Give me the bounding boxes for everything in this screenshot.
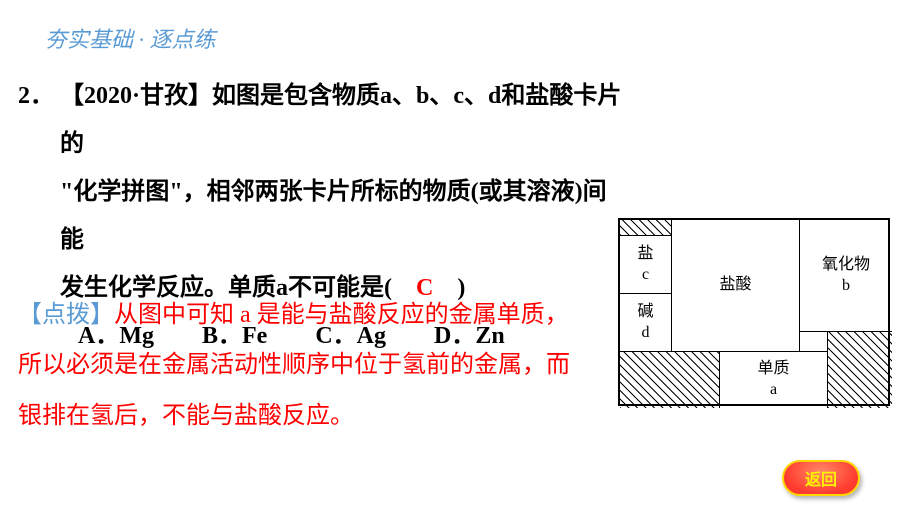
section-header: 夯实基础 · 逐点练: [45, 22, 216, 54]
back-label: 返回: [805, 466, 837, 490]
cell-element-a: 单质 a: [720, 352, 828, 408]
hatched-bl: [620, 352, 720, 408]
hatched-tl: [620, 220, 672, 236]
question-number: 2．: [18, 72, 54, 120]
cell-oxide-b: 氧化物 b: [800, 220, 892, 332]
explanation-label: 【点拨】: [18, 302, 114, 328]
cell-base-d: 碱 d: [620, 294, 672, 352]
hatched-mid: [800, 332, 828, 352]
question-source: 【2020·甘孜】: [60, 83, 212, 109]
hatched-br: [828, 332, 892, 408]
explanation-block: 【点拨】从图中可知 a 是能与盐酸反应的金属单质，所以必须是在金属活动性顺序中位…: [18, 290, 573, 441]
back-button[interactable]: 返回: [782, 460, 860, 496]
cell-salt-c: 盐 c: [620, 236, 672, 294]
cell-hcl: 盐酸: [672, 220, 800, 352]
chemistry-diagram: 盐 c 碱 d 盐酸 单质 a 氧化物 b: [618, 218, 890, 406]
stem-l2: "化学拼图"，相邻两张卡片所标的物质(或其溶液)间能: [60, 179, 607, 253]
header-text: 夯实基础 · 逐点练: [45, 27, 216, 52]
